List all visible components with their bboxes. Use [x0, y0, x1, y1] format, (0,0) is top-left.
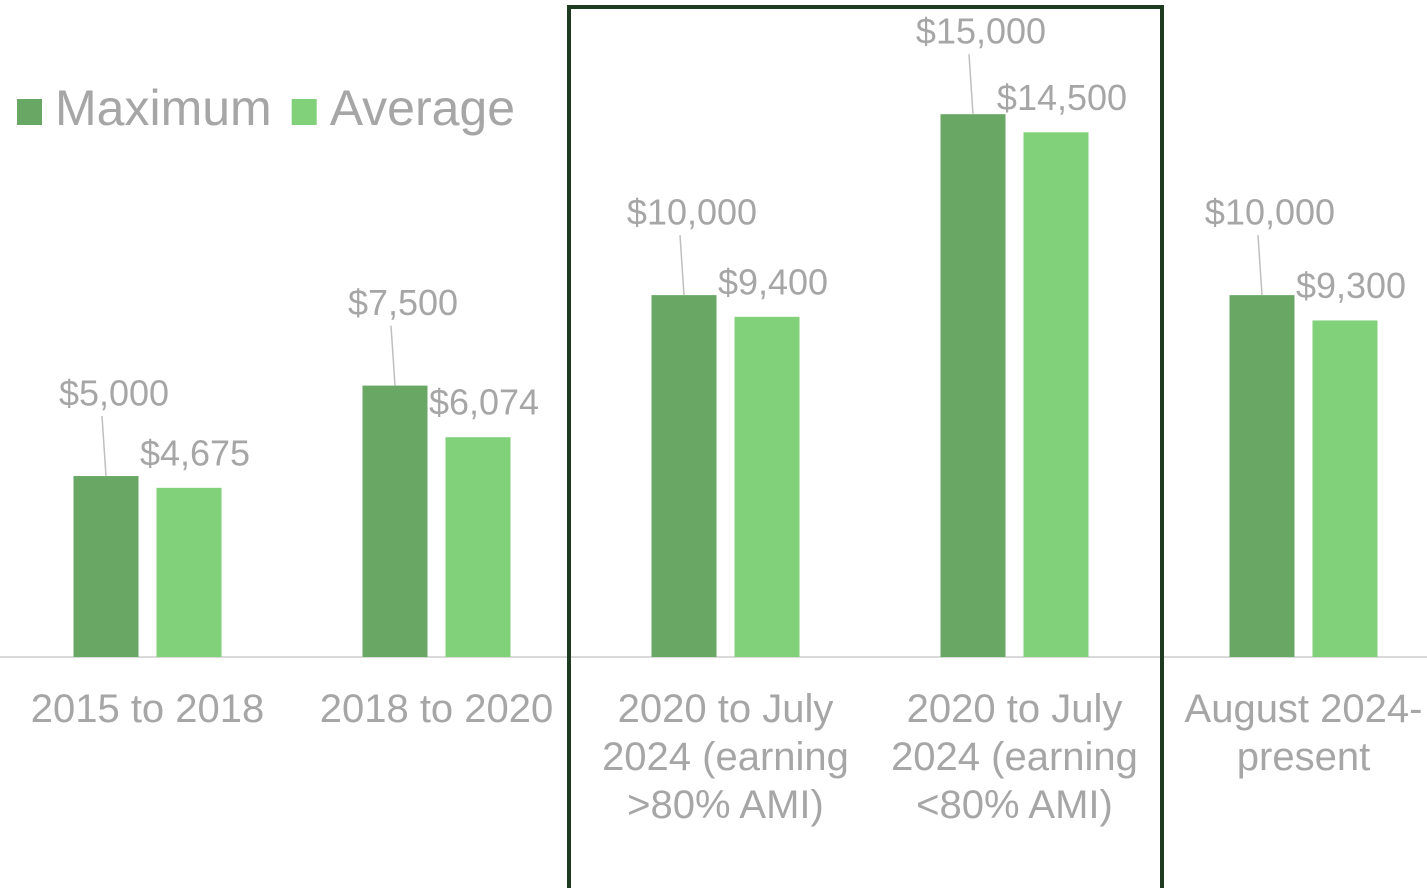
bar — [734, 316, 800, 657]
data-label: $9,400 — [718, 261, 828, 302]
bar — [1229, 295, 1295, 657]
data-label: $15,000 — [916, 11, 1046, 52]
leader-line — [968, 54, 974, 115]
data-label: $14,500 — [997, 77, 1127, 118]
x-tick-label: 2020 to July 2024 (earning >80% AMI) — [602, 687, 849, 827]
data-label: $7,500 — [348, 282, 458, 323]
x-tick-label: 2020 to July 2024 (earning <80% AMI) — [891, 687, 1138, 827]
bar — [445, 437, 511, 657]
data-label: $10,000 — [1205, 192, 1335, 233]
data-label: $9,300 — [1296, 265, 1406, 306]
bar — [362, 385, 428, 657]
bar — [156, 487, 222, 657]
legend-label: Maximum — [55, 80, 272, 136]
data-label: $6,074 — [429, 382, 539, 423]
legend-swatch — [17, 99, 42, 125]
data-label: $5,000 — [59, 373, 169, 414]
legend-label: Average — [330, 80, 515, 136]
x-tick-label: August 2024-present — [1184, 687, 1423, 779]
x-tick-label: 2015 to 2018 — [30, 687, 265, 731]
data-label: $4,675 — [140, 432, 250, 473]
legend-swatch — [291, 99, 317, 125]
data-label: $10,000 — [627, 192, 757, 233]
bar — [1023, 132, 1089, 657]
leader-line — [679, 235, 685, 296]
bar — [651, 295, 717, 657]
bar — [940, 114, 1006, 657]
bar — [1312, 320, 1378, 657]
bar — [73, 476, 139, 657]
highlight-box — [567, 5, 1164, 888]
leader-line — [390, 325, 396, 386]
leader-line — [1257, 235, 1263, 296]
x-tick-label: 2018 to 2020 — [319, 687, 554, 731]
leader-line — [101, 416, 107, 477]
